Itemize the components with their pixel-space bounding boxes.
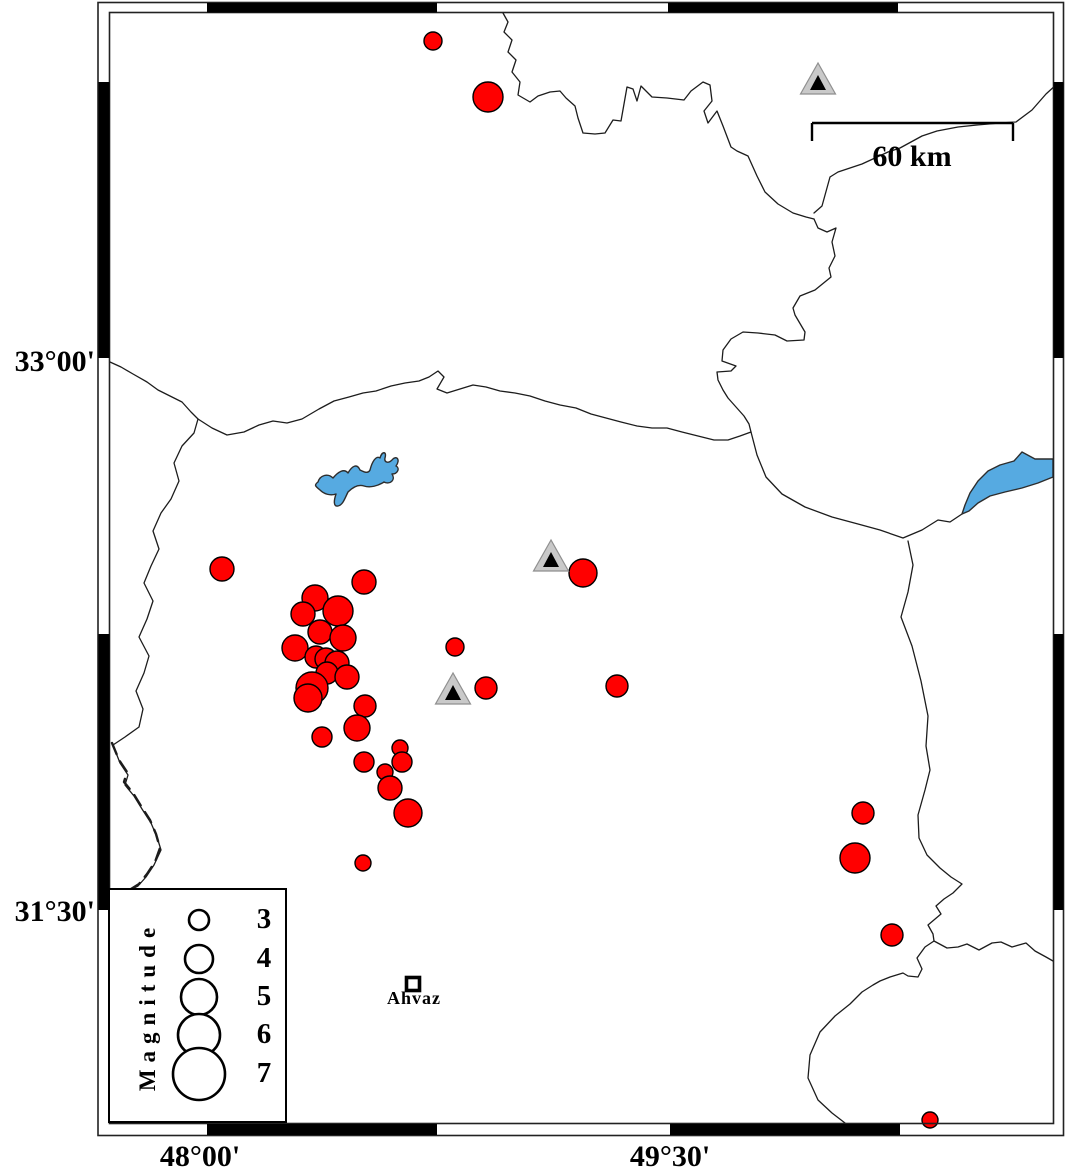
frame-band-black <box>207 1124 437 1135</box>
legend-circle-icon <box>187 908 211 932</box>
earthquake-marker <box>293 683 323 713</box>
map-frame <box>97 1 1065 1137</box>
legend-circle-icon <box>179 977 219 1017</box>
frame-band-black <box>668 3 898 13</box>
scale-bar-label: 60 km <box>872 140 952 173</box>
border-bottom-right <box>807 940 935 1124</box>
border-dashed-international <box>110 741 162 891</box>
border-lines <box>109 12 1058 1124</box>
earthquake-marker <box>281 634 309 662</box>
legend-value-label: 7 <box>256 1057 272 1089</box>
earthquake-marker <box>839 842 871 874</box>
earthquake-marker <box>334 664 360 690</box>
lake-east <box>961 451 1054 515</box>
frame-band-black <box>1053 82 1064 358</box>
earthquake-marker <box>351 569 377 595</box>
border-east-main <box>716 218 963 539</box>
border-north <box>502 12 815 220</box>
lat-label-33-00: 33°00' <box>14 345 95 378</box>
scale-bar-line <box>810 121 1015 141</box>
frame-band-black <box>1053 634 1064 910</box>
border-northeast-branch <box>813 83 1058 214</box>
earthquake-marker <box>307 619 333 645</box>
frame-inner <box>108 11 1055 1125</box>
earthquake-marker <box>353 751 375 773</box>
lon-label-49-30: 49°30' <box>629 1140 711 1173</box>
city-square-icon <box>404 975 422 993</box>
border-middle <box>197 370 752 441</box>
legend-circles <box>171 908 227 1102</box>
legend-circle-icon <box>171 1046 227 1102</box>
legend-circle-icon <box>183 943 215 975</box>
station-triangle-inner-icon <box>445 685 461 700</box>
frame-band-black <box>98 634 110 910</box>
legend-value-label: 3 <box>256 903 272 935</box>
station-triangle-inner-icon <box>810 75 826 90</box>
earthquake-markers <box>209 31 939 1129</box>
frame-band-black <box>670 1124 900 1135</box>
earthquake-marker <box>568 558 598 588</box>
earthquake-marker <box>322 595 354 627</box>
station-triangle-inner-icon <box>543 552 559 567</box>
earthquake-marker <box>605 674 629 698</box>
lat-label-31-30: 31°30' <box>14 895 95 928</box>
magnitude-legend: Magnitude 3 4 5 6 7 <box>108 888 287 1123</box>
city-marker <box>404 975 422 993</box>
frame-band-black <box>98 82 110 358</box>
legend-value-label: 6 <box>256 1018 272 1050</box>
earthquake-marker <box>290 601 316 627</box>
earthquake-marker <box>353 694 377 718</box>
earthquake-marker <box>393 798 423 828</box>
earthquake-marker <box>472 81 504 113</box>
earthquake-marker <box>423 31 443 51</box>
legend-value-label: 4 <box>256 942 272 974</box>
earthquake-marker <box>921 1111 939 1129</box>
border-west <box>109 361 199 891</box>
legend-title: Magnitude <box>135 920 160 1092</box>
earthquake-marker <box>377 775 403 801</box>
station-markers <box>434 61 837 705</box>
earthquake-marker <box>474 676 498 700</box>
earthquake-marker <box>311 726 333 748</box>
frame-outer <box>97 1 1065 1137</box>
earthquake-marker <box>209 556 235 582</box>
legend-value-label: 5 <box>256 980 272 1012</box>
earthquake-marker <box>329 624 357 652</box>
earthquake-marker <box>354 854 372 872</box>
lakes <box>314 451 1054 515</box>
city-label: Ahvaz <box>387 988 441 1008</box>
earthquake-marker <box>445 637 465 657</box>
earthquake-marker <box>851 801 875 825</box>
frame-band-black <box>207 3 437 13</box>
earthquake-marker <box>343 714 371 742</box>
earthquake-marker <box>391 751 413 773</box>
scale-bar <box>810 121 1015 141</box>
lon-label-48-00: 48°00' <box>159 1140 241 1173</box>
border-southeast <box>900 540 1054 962</box>
earthquake-marker <box>880 923 904 947</box>
lake-west <box>314 452 399 507</box>
